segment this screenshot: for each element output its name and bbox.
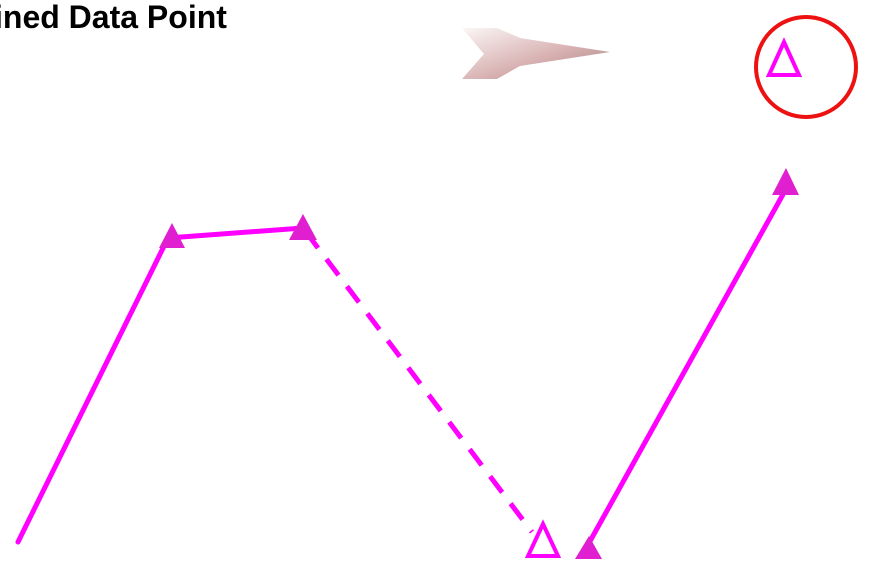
path-segment-dashed — [304, 230, 534, 534]
filled-triangle-icon — [772, 168, 799, 195]
filled-triangle-icon — [159, 223, 185, 248]
hollow-triangle-icon — [765, 37, 803, 77]
path-segment-3 — [581, 186, 789, 555]
filled-triangle-icon — [575, 536, 602, 559]
path-segment-1 — [15, 235, 171, 545]
filled-triangle-icon — [289, 214, 317, 240]
right-arrow-icon — [462, 28, 610, 79]
hollow-triangle-icon — [524, 519, 562, 558]
diagram-title: ined Data Point — [0, 0, 227, 35]
path-segment-2 — [165, 225, 306, 241]
circle-icon — [754, 15, 858, 119]
